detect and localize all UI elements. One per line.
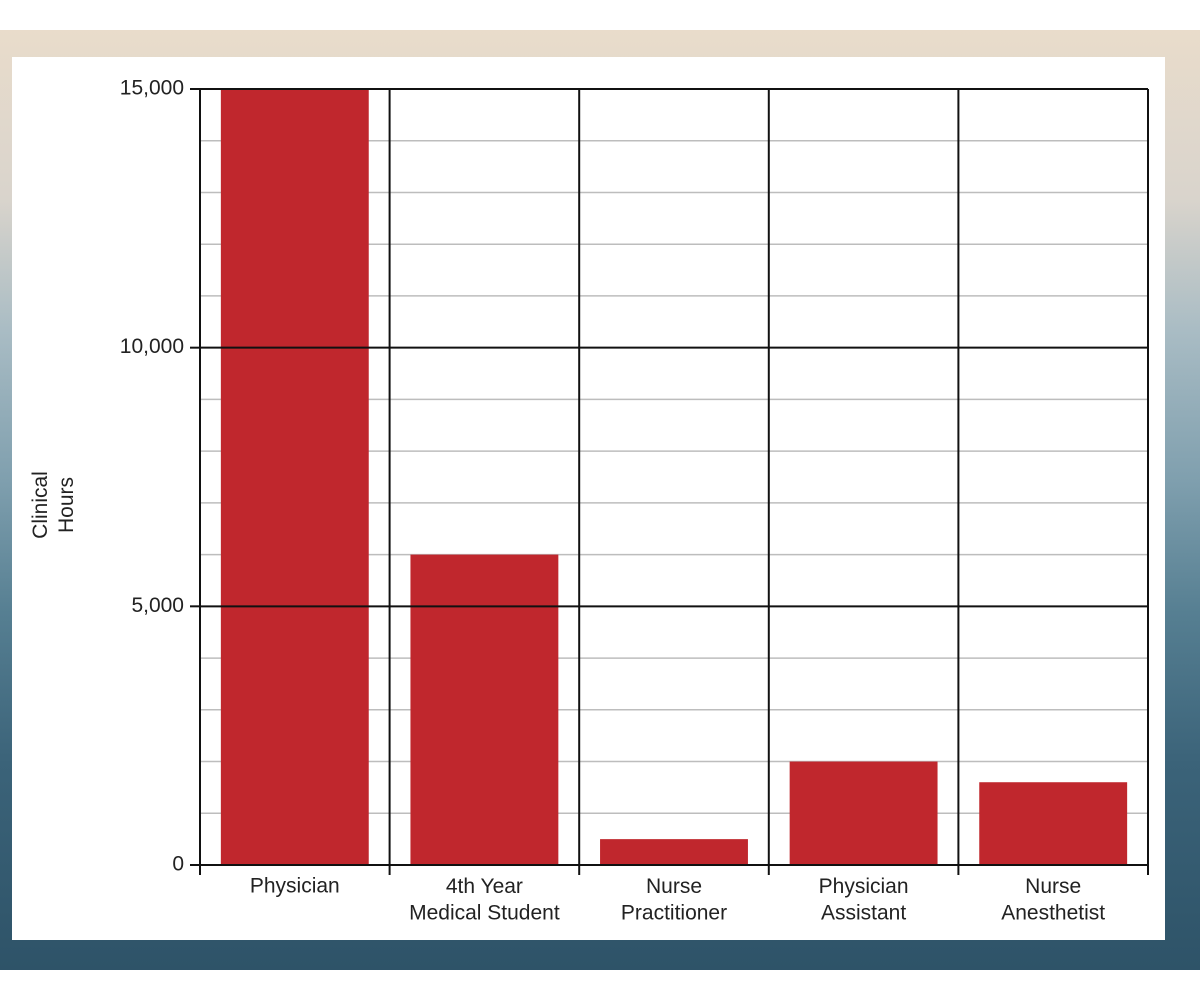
y-tick-label: 10,000 [120,335,184,358]
x-tick-label: Physician [250,875,340,898]
bar [789,761,938,865]
bar [410,554,559,865]
y-tick-label: 5,000 [131,594,184,617]
y-tick-label: 0 [172,853,184,876]
x-tick-label: Nurse Practitioner [621,875,727,924]
bar [220,89,369,865]
x-tick-label: Nurse Anesthetist [1001,875,1105,924]
y-axis-label: Clinical Hours [28,471,77,539]
bar [979,782,1128,865]
x-tick-label: Physician Assistant [819,875,909,924]
x-tick-label: 4th Year Medical Student [409,875,560,924]
bar [600,839,748,865]
chart-panel [12,57,1165,940]
y-tick-label: 15,000 [120,77,184,100]
